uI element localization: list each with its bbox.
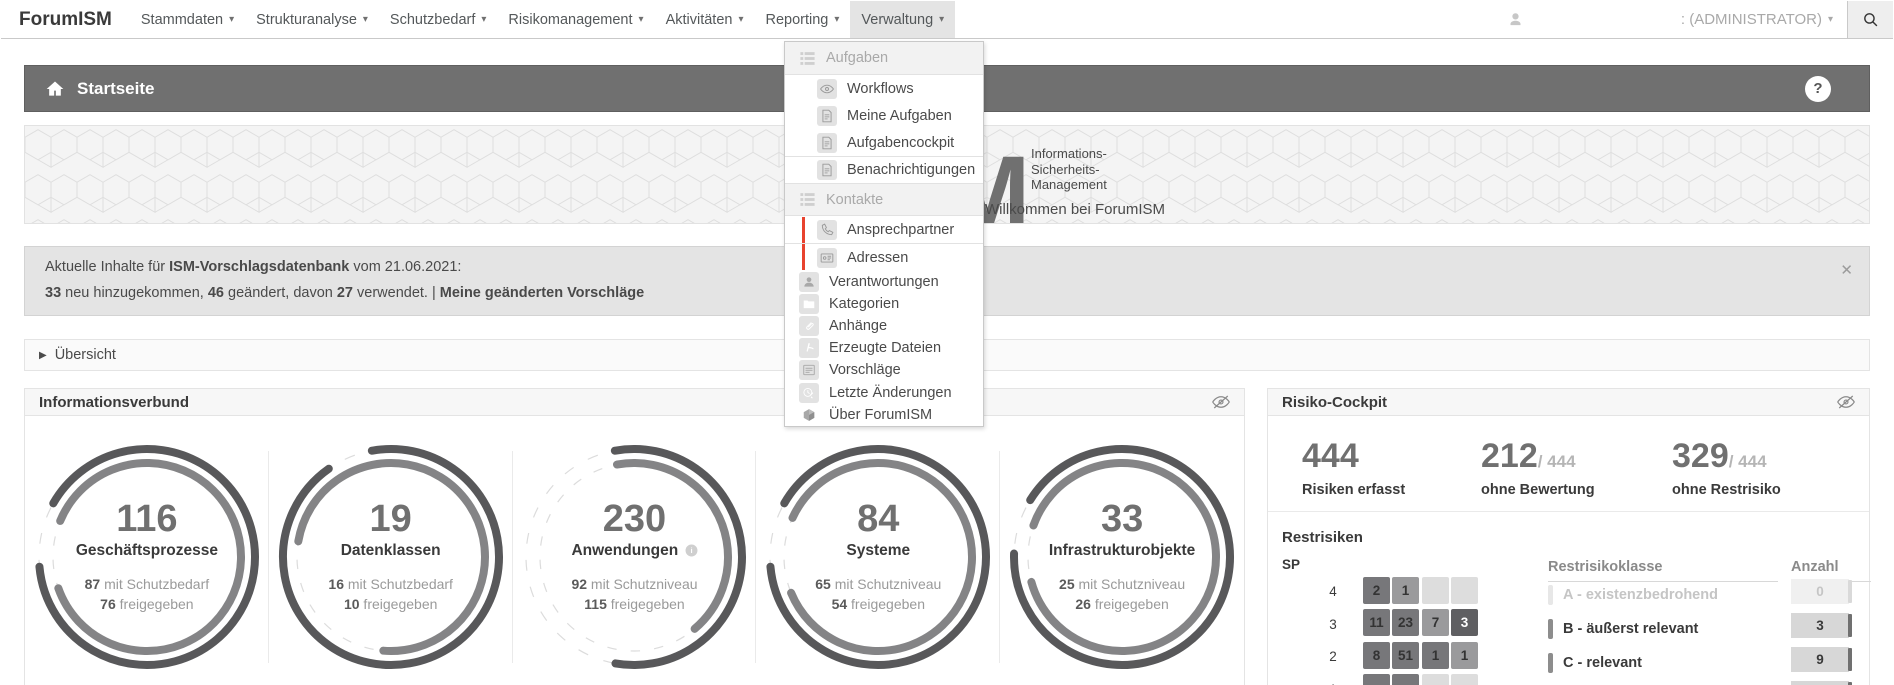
svg-text:i: i: [690, 547, 692, 556]
